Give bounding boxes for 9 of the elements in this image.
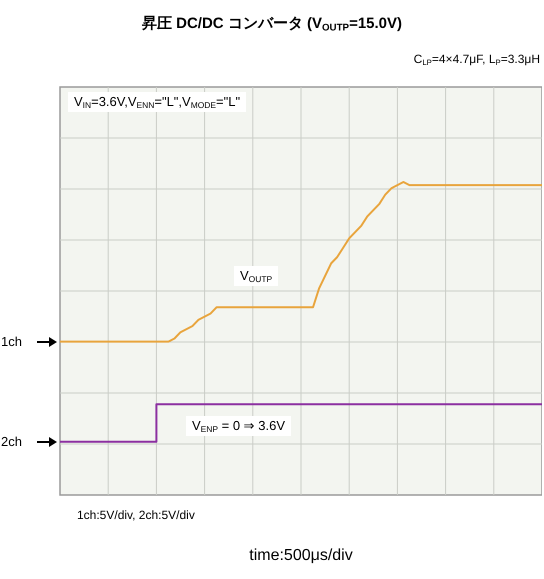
- text: 1ch: [1, 334, 22, 349]
- annotation: V$_{OUTP}$: [234, 266, 278, 286]
- chart-subtitle: C$_{LP}$=4×4.7μF, L$_{P}$=3.3μH: [414, 52, 540, 67]
- x-axis-title: time:500μs/div: [248, 547, 354, 565]
- annotation: V$_{ENP}$ = 0 ⇒ 3.6V: [186, 416, 292, 436]
- text: V$_{IN}$=3.6V,V$_{ENN}$="L",V$_{MODE}$="L": [68, 92, 246, 112]
- text: 1ch:5V/div, 2ch:5V/div: [77, 508, 195, 522]
- chart-title: 昇圧 DC/DC コンバータ (V$_{OUTP}$=15.0V): [140, 14, 404, 34]
- text: 2ch: [1, 434, 22, 449]
